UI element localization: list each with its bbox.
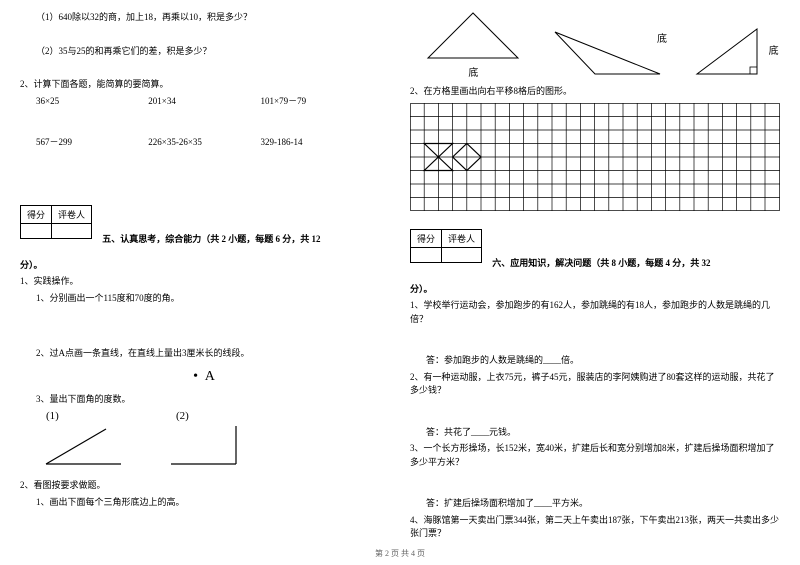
right-column: 底 底 底 2、在方格里画出向右平移8格后的图形。 xyxy=(410,8,780,538)
section5-header: 得分 评卷人 五、认真思考，综合能力（共 2 小题，每题 6 分，共 12 xyxy=(20,197,390,245)
triangle-1: 底 xyxy=(423,8,523,79)
r-a1: 答：参加跑步的人数是跳绳的____倍。 xyxy=(410,354,780,368)
p2: 2、看图按要求做题。 xyxy=(20,479,390,493)
angle2-label: (2) xyxy=(166,410,246,422)
grid-instr: 2、在方格里画出向右平移8格后的图形。 xyxy=(410,85,780,99)
section6-tail: 分）。 xyxy=(410,284,433,294)
angle-1: (1) xyxy=(36,410,126,469)
angle1-label: (1) xyxy=(36,410,126,422)
triangle-3: 底 xyxy=(692,24,767,79)
triangles-row: 底 底 底 xyxy=(410,8,780,79)
score-table-5: 得分 评卷人 xyxy=(20,205,92,239)
q2-1b: 201×34 xyxy=(148,95,258,109)
grader-label-6: 评卷人 xyxy=(442,229,482,247)
p1-1: 1、分别画出一个115度和70度的角。 xyxy=(20,292,390,306)
q2-row1: 36×25 201×34 101×79－79 xyxy=(20,95,390,109)
score-table-6: 得分 评卷人 xyxy=(410,229,482,263)
section5-tail: 分）。 xyxy=(20,260,43,270)
angles-row: (1) (2) xyxy=(36,410,390,469)
r-a2: 答：共花了____元钱。 xyxy=(410,426,780,440)
p2-1: 1、画出下面每个三角形底边上的高。 xyxy=(20,496,390,510)
q2-2a: 567－299 xyxy=(36,136,146,150)
angle-2: (2) xyxy=(166,410,246,469)
score-label: 得分 xyxy=(21,205,52,223)
q2-row2: 567－299 226×35-26×35 329-186-14 xyxy=(20,136,390,150)
left-column: （1）640除以32的商，加上18，再乘以10，积是多少？ （2）35与25的和… xyxy=(20,8,390,538)
q2-title: 2、计算下面各题，能简算的要简算。 xyxy=(20,78,390,92)
q2-2b: 226×35-26×35 xyxy=(148,136,258,150)
r-q3: 3、一个长方形操场，长152米，宽40米，扩建后长和宽分别增加8米，扩建后操场面… xyxy=(410,442,780,469)
q2-1a: 36×25 xyxy=(36,95,146,109)
q1-2: （2）35与25的和再乘它们的差，积是多少？ xyxy=(20,45,390,59)
grid-svg xyxy=(410,103,780,211)
grader-label: 评卷人 xyxy=(52,205,92,223)
section6-title: 六、应用知识，解决问题（共 8 小题，每题 4 分，共 32 xyxy=(492,258,710,268)
q2-1c: 101×79－79 xyxy=(261,96,307,106)
section6-header: 得分 评卷人 六、应用知识，解决问题（共 8 小题，每题 4 分，共 32 xyxy=(410,221,780,269)
q2-2c: 329-186-14 xyxy=(261,137,303,147)
r-q2: 2、有一种运动服，上衣75元，裤子45元，服装店的李阿姨购进了80套这样的运动服… xyxy=(410,371,780,398)
section5-title: 五、认真思考，综合能力（共 2 小题，每题 6 分，共 12 xyxy=(102,234,320,244)
p1-3: 3、量出下面角的度数。 xyxy=(20,393,390,407)
r-q1: 1、学校举行运动会，参加跑步的有162人，参加跳绳的有18人，参加跑步的人数是跳… xyxy=(410,299,780,326)
p1-2: 2、过A点画一条直线，在直线上量出3厘米长的线段。 xyxy=(20,347,390,361)
page-footer: 第 2 页 共 4 页 xyxy=(0,548,800,559)
tri2-label: 底 xyxy=(657,30,667,45)
angle1-svg xyxy=(36,424,126,469)
score-label-6: 得分 xyxy=(411,229,442,247)
triangle-2: 底 xyxy=(550,24,665,79)
q1-1: （1）640除以32的商，加上18，再乘以10，积是多少？ xyxy=(20,11,390,25)
tri2-svg xyxy=(550,24,665,79)
r-q4: 4、海豚馆第一天卖出门票344张，第二天上午卖出187张，下午卖出213张，两天… xyxy=(410,514,780,541)
tri3-label: 底 xyxy=(769,42,779,57)
tri3-svg xyxy=(692,24,767,79)
r-a3: 答：扩建后操场面积增加了____平方米。 xyxy=(410,497,780,511)
tri1-label: 底 xyxy=(423,64,523,79)
point-a: • A xyxy=(20,369,390,385)
tri1-svg xyxy=(423,8,523,63)
p1: 1、实践操作。 xyxy=(20,275,390,289)
angle2-svg xyxy=(166,424,246,469)
